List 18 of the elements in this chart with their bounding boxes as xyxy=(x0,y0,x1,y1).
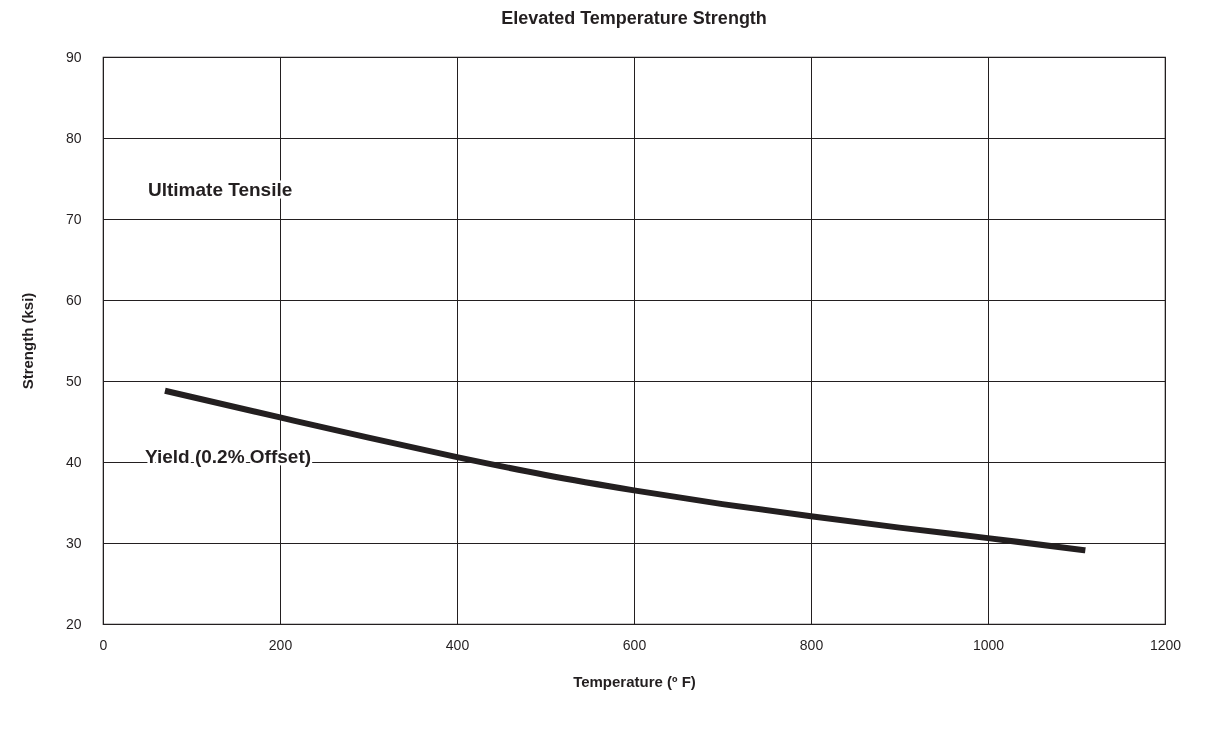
x-tick-label: 0 xyxy=(99,636,108,653)
x-tick-label: 400 xyxy=(445,636,470,653)
y-tick-label: 80 xyxy=(65,129,82,146)
x-tick-label: 1000 xyxy=(972,636,1005,653)
x-tick-label: 1200 xyxy=(1149,636,1182,653)
y-tick-label: 40 xyxy=(65,453,82,470)
y-tick-label: 30 xyxy=(65,534,82,551)
y-tick-label: 20 xyxy=(65,615,82,632)
y-axis-title: Strength (ksi) xyxy=(18,292,36,390)
y-tick-label: 50 xyxy=(65,372,82,389)
y-tick-label: 60 xyxy=(65,291,82,308)
y-tick-label: 70 xyxy=(65,210,82,227)
x-axis-title: Temperature (º F) xyxy=(573,672,696,690)
x-tick-label: 800 xyxy=(799,636,824,653)
x-tick-label: 600 xyxy=(622,636,647,653)
chart-title: Elevated Temperature Strength xyxy=(501,8,767,28)
x-tick-label: 200 xyxy=(268,636,293,653)
y-tick-label: 90 xyxy=(65,48,82,65)
